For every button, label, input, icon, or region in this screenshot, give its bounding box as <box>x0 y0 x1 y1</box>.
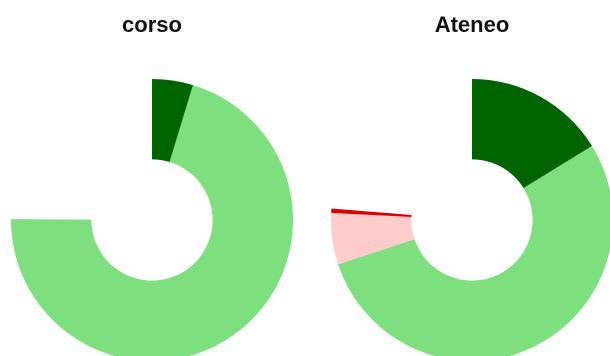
donut-slice-1-2 <box>331 212 415 265</box>
chart-title-ateneo: Ateneo <box>434 12 510 37</box>
donut-chart-corso <box>11 79 293 356</box>
donut-slice-1-1 <box>338 145 610 356</box>
donut-slice-1-3 <box>331 208 412 217</box>
donut-slice-0-1 <box>11 85 293 356</box>
chart-title-corso: corso <box>122 12 182 37</box>
donut-slice-0-0 <box>152 79 194 162</box>
donut-chart-ateneo <box>331 79 610 356</box>
donut-slice-1-0 <box>472 79 592 189</box>
